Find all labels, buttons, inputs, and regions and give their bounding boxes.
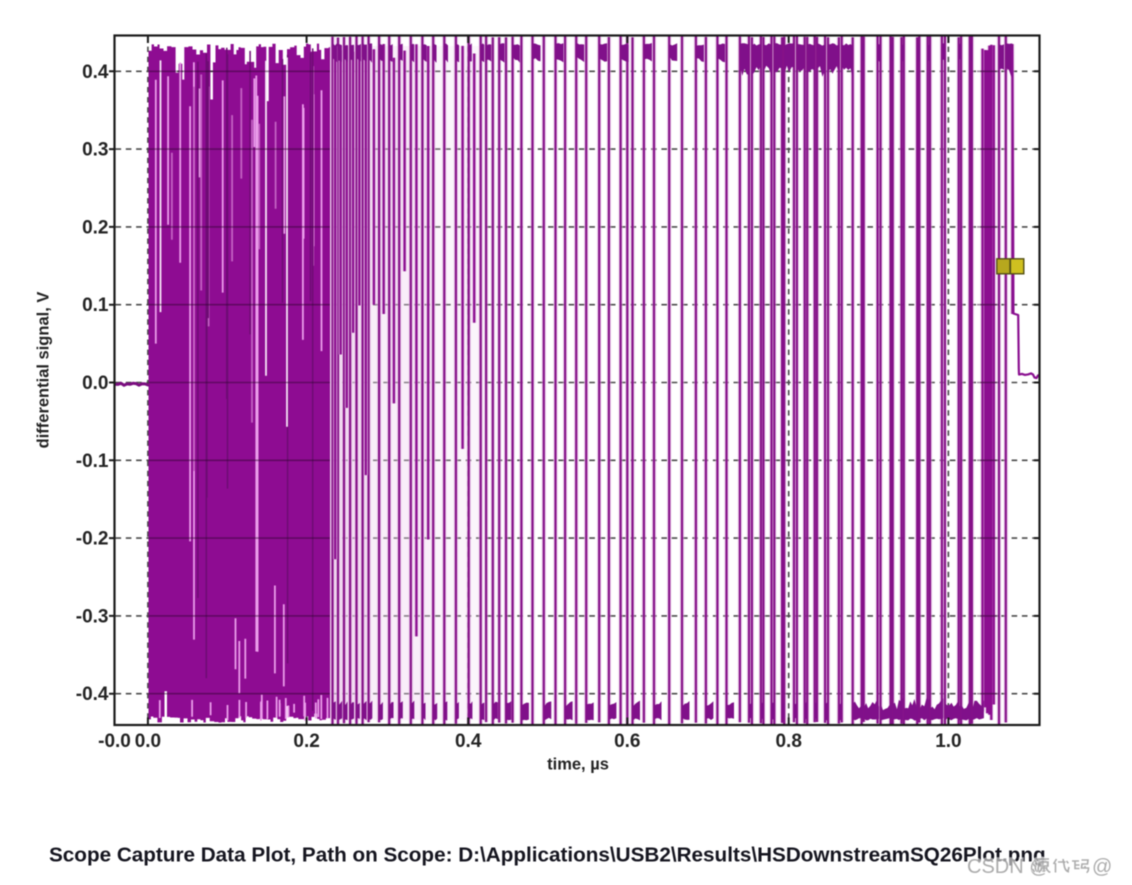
svg-text:-0.2: -0.2 — [76, 529, 109, 550]
svg-text:-0.0: -0.0 — [98, 731, 131, 752]
svg-text:0.8: 0.8 — [775, 731, 801, 752]
svg-text:-0.3: -0.3 — [76, 606, 109, 627]
svg-text:0.4: 0.4 — [82, 62, 109, 83]
svg-text:1.0: 1.0 — [935, 731, 961, 752]
svg-text:CSDN @: CSDN @ — [967, 856, 1050, 878]
svg-text:differential signal, V: differential signal, V — [35, 292, 53, 449]
svg-text:0.3: 0.3 — [82, 140, 108, 161]
svg-text:0.1: 0.1 — [82, 295, 109, 316]
svg-text:0.0: 0.0 — [135, 731, 161, 752]
svg-text:-0.1: -0.1 — [76, 451, 109, 472]
svg-text:0.6: 0.6 — [614, 731, 640, 752]
svg-text:0.4: 0.4 — [455, 731, 482, 752]
svg-text:0.2: 0.2 — [82, 217, 108, 238]
svg-text:0.2: 0.2 — [293, 731, 319, 752]
svg-text:@: @ — [1092, 856, 1112, 878]
svg-text:-0.4: -0.4 — [76, 684, 109, 705]
svg-text:@: @ — [1092, 856, 1112, 878]
svg-text:0.0: 0.0 — [82, 373, 108, 394]
svg-text:Scope Capture Data Plot, Path: Scope Capture Data Plot, Path on Scope: … — [49, 844, 1046, 867]
svg-text:time, µs: time, µs — [547, 756, 609, 774]
